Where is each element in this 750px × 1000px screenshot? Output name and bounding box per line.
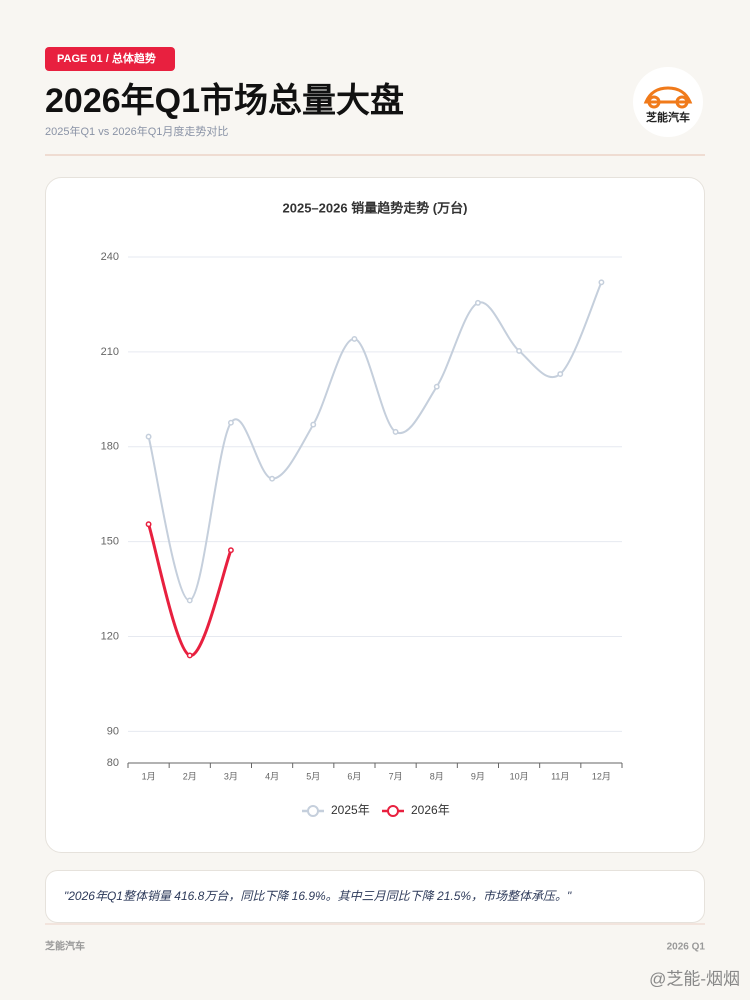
legend-label: 2026年 xyxy=(411,803,450,817)
quote: "2026年Q1整体销量 416.8万台，同比下降 16.9%。其中三月同比下降… xyxy=(64,889,572,903)
point xyxy=(145,433,152,440)
footer-right: 2026 Q1 xyxy=(667,942,706,953)
logo-wheel xyxy=(647,95,661,109)
x-tick-label: 7月 xyxy=(389,771,403,781)
point xyxy=(392,428,399,435)
x-tick-label: 4月 xyxy=(265,771,279,781)
y-tick-label: 210 xyxy=(101,346,119,358)
y-tick-label: 150 xyxy=(101,536,119,548)
footer-left: 芝能汽车 xyxy=(45,940,85,953)
point xyxy=(516,347,523,354)
y-tick-label: 240 xyxy=(101,251,119,263)
x-tick-label: 11月 xyxy=(551,771,569,781)
logo-icon xyxy=(643,86,693,104)
logo-text: 芝能汽车 xyxy=(646,110,690,124)
chart-card xyxy=(45,177,705,853)
badge: PAGE 01 / 总体趋势 xyxy=(57,51,156,65)
x-tick-label: 2月 xyxy=(183,771,197,781)
legend-label: 2025年 xyxy=(331,803,370,817)
point xyxy=(186,597,193,604)
point xyxy=(145,521,152,528)
y-tick-label: 180 xyxy=(101,441,119,453)
point xyxy=(227,547,234,554)
quote-card xyxy=(45,870,705,923)
point xyxy=(351,335,358,342)
x-tick-label: 9月 xyxy=(471,771,485,781)
y-tick-label: 80 xyxy=(107,757,119,769)
point xyxy=(474,299,481,306)
logo-wheel xyxy=(675,95,689,109)
x-tick-label: 1月 xyxy=(142,771,156,781)
watermark: @芝能-烟烟 xyxy=(649,969,740,988)
x-tick-label: 5月 xyxy=(306,771,320,781)
x-tick-label: 6月 xyxy=(347,771,361,781)
point xyxy=(598,279,605,286)
y-tick-label: 90 xyxy=(107,725,119,737)
legend-marker xyxy=(387,805,399,817)
x-tick-label: 8月 xyxy=(430,771,444,781)
point xyxy=(186,652,193,659)
subtitle: 2025年Q1 vs 2026年Q1月度走势对比 xyxy=(45,124,228,138)
x-tick-label: 12月 xyxy=(592,771,611,781)
page-title: 2026年Q1市场总量大盘 xyxy=(45,81,404,120)
x-tick-label: 3月 xyxy=(224,771,238,781)
plot: 80 90 120 150 180 210 240 1月 2月 3月 4月 5月 6月 7月 8月 9月 10月… xyxy=(101,251,623,817)
point xyxy=(227,419,234,426)
point xyxy=(310,421,317,428)
badge-bg xyxy=(45,47,175,71)
x-tick-label: 10月 xyxy=(510,771,529,781)
point xyxy=(269,475,276,482)
point xyxy=(557,371,564,377)
point xyxy=(433,383,440,390)
legend-marker xyxy=(307,805,319,817)
chart-title: 2025–2026 销量趋势走势 (万台) xyxy=(283,200,468,215)
y-tick-label: 120 xyxy=(101,630,119,642)
